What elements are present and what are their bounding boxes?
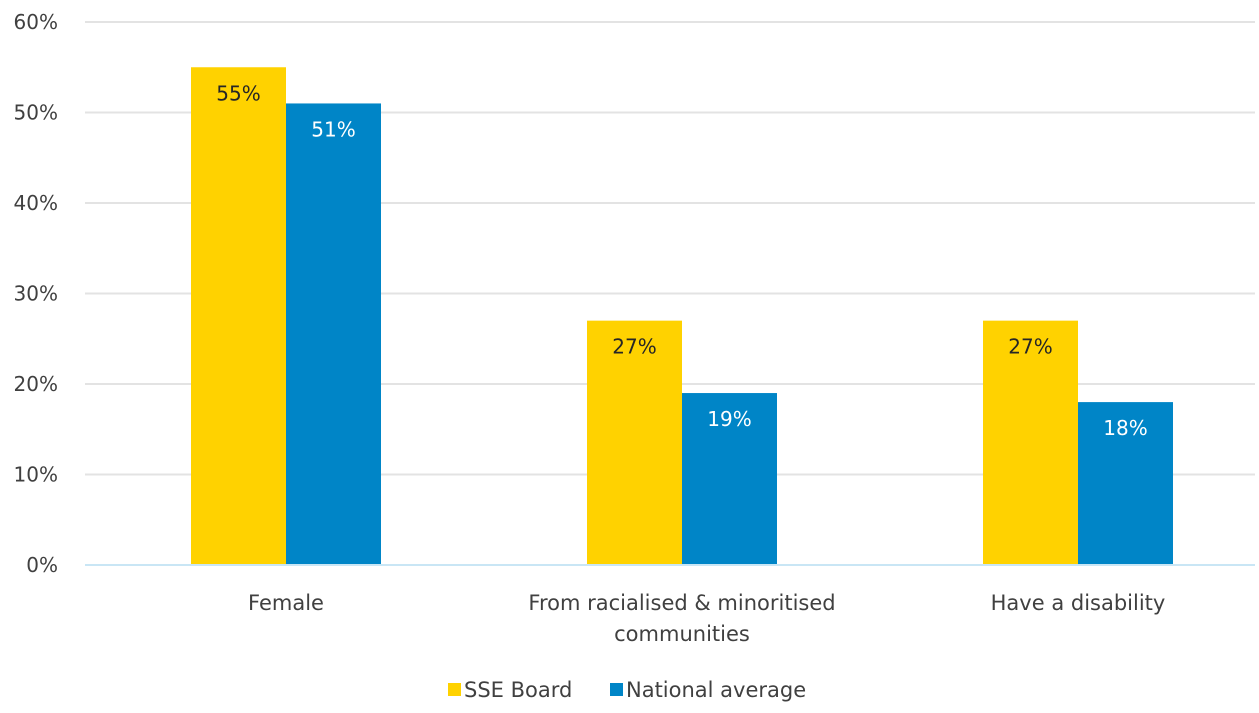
x-tick-label-line: Have a disability [991, 591, 1166, 615]
x-tick-label: Have a disability [991, 591, 1166, 615]
y-tick-label: 50% [14, 101, 58, 125]
data-label: 18% [1103, 416, 1147, 440]
bar-national-average-2 [1078, 402, 1173, 565]
x-tick-label-line: communities [614, 622, 750, 646]
data-labels: 55% 51% 27% 19% 27% 18% [216, 81, 1147, 440]
legend-swatch [448, 683, 461, 696]
bars [191, 67, 1173, 565]
axes: 0% 10% 20% 30% 40% 50% 60% Female From racialise… [14, 10, 1255, 646]
bar-national-average-1 [682, 393, 777, 565]
data-label: 27% [1008, 335, 1052, 359]
x-tick-label: Female [248, 591, 324, 615]
bar-national-average-0 [286, 103, 381, 565]
x-tick-label-line: From racialised & minoritised [528, 591, 835, 615]
legend-label: SSE Board [464, 678, 572, 702]
legend: SSE Board National average [448, 678, 806, 702]
legend-label: National average [626, 678, 806, 702]
data-label: 27% [612, 335, 656, 359]
y-tick-label: 60% [14, 10, 58, 34]
legend-swatch [610, 683, 623, 696]
y-tick-label: 20% [14, 372, 58, 396]
bar-sse-board-2 [983, 320, 1078, 565]
y-tick-label: 0% [26, 553, 58, 577]
y-tick-label: 40% [14, 191, 58, 215]
data-label: 19% [707, 407, 751, 431]
x-tick-label: From racialised & minoritised communities [528, 591, 835, 646]
x-tick-label-line: Female [248, 591, 324, 615]
data-label: 55% [216, 81, 260, 105]
y-tick-label: 30% [14, 282, 58, 306]
bar-sse-board-0 [191, 67, 286, 565]
data-label: 51% [311, 117, 355, 141]
y-tick-label: 10% [14, 463, 58, 487]
bar-sse-board-1 [587, 320, 682, 565]
